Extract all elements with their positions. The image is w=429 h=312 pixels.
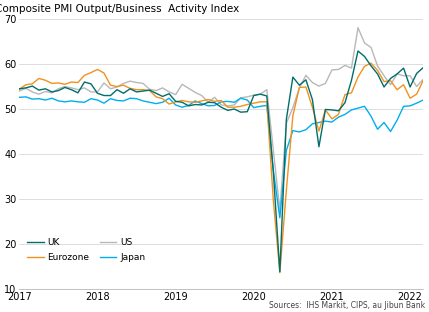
Eurozone <box>251 101 257 105</box>
Japan <box>23 95 28 99</box>
UK <box>277 270 282 274</box>
US <box>420 77 426 81</box>
US <box>121 81 126 85</box>
UK <box>173 100 178 103</box>
Japan <box>180 105 185 109</box>
Japan <box>420 98 426 102</box>
Text: Sources:  IHS Markit, CIPS, au Jibun Bank: Sources: IHS Markit, CIPS, au Jibun Bank <box>269 301 425 310</box>
US <box>355 26 360 30</box>
Japan <box>258 105 263 108</box>
Japan <box>277 216 282 220</box>
Eurozone <box>17 87 22 91</box>
Eurozone <box>420 79 426 83</box>
UK <box>121 91 126 95</box>
Japan <box>127 96 133 100</box>
Eurozone <box>173 100 178 104</box>
Eurozone <box>121 83 126 87</box>
UK <box>251 94 257 97</box>
UK <box>17 87 22 91</box>
Line: UK: UK <box>19 51 429 272</box>
Eurozone <box>277 271 282 275</box>
Legend: UK, Eurozone, US, Japan: UK, Eurozone, US, Japan <box>24 235 149 266</box>
Text: Composite PMI Output/Business  Activity Index: Composite PMI Output/Business Activity I… <box>0 4 239 14</box>
Line: Eurozone: Eurozone <box>19 63 429 273</box>
US <box>17 89 22 93</box>
Eurozone <box>369 61 374 65</box>
UK <box>420 66 426 70</box>
Japan <box>17 95 22 99</box>
Line: Japan: Japan <box>19 97 429 218</box>
UK <box>355 49 360 53</box>
Line: US: US <box>19 28 429 211</box>
US <box>277 209 282 212</box>
US <box>251 93 257 97</box>
US <box>173 93 178 96</box>
